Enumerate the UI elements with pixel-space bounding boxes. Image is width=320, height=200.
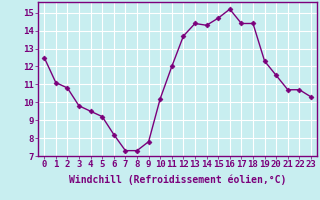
X-axis label: Windchill (Refroidissement éolien,°C): Windchill (Refroidissement éolien,°C) — [69, 175, 286, 185]
